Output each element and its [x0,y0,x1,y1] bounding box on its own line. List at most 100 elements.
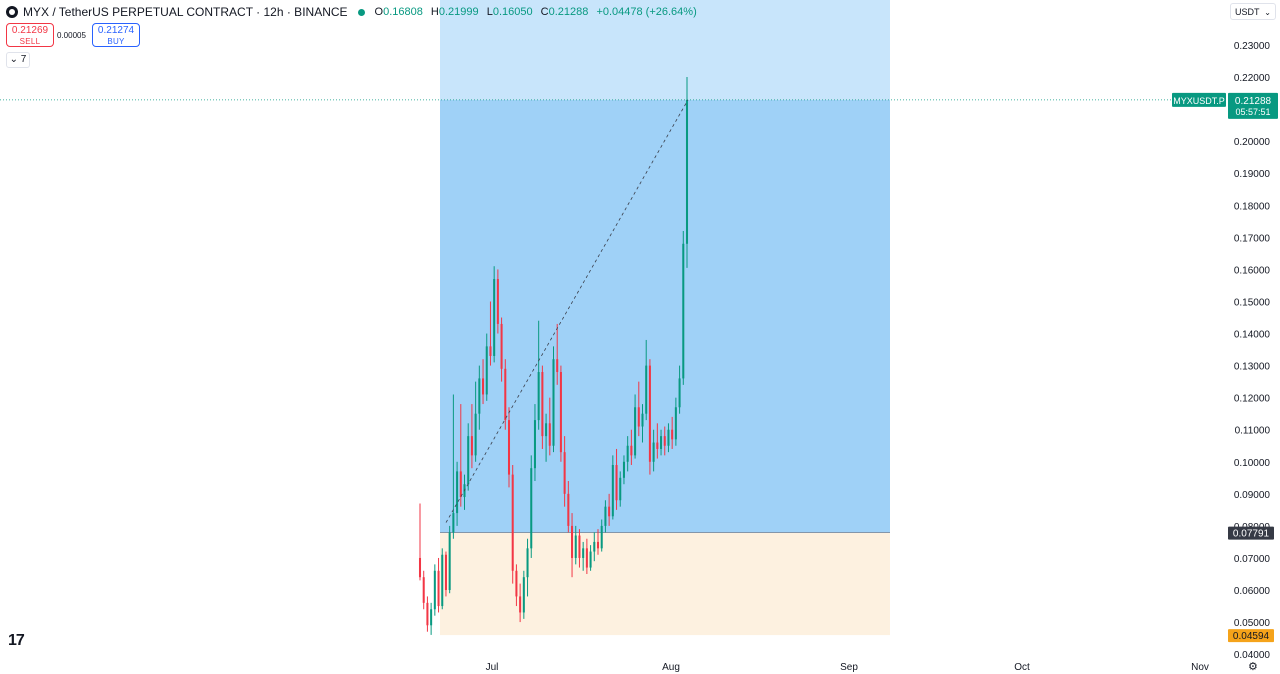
sell-button[interactable]: 0.21269 SELL [6,23,54,47]
candle [660,429,663,456]
chevron-down-icon: ⌄ [9,54,19,65]
open-value: 0.16808 [383,6,423,18]
candle [648,359,651,475]
y-tick-label: 0.15000 [1234,297,1271,308]
close-label: C [540,6,549,18]
candle-body [541,372,544,437]
candle [422,570,425,610]
open-label: O [374,6,384,18]
candle [526,538,529,597]
candle [622,455,625,485]
candle [667,423,670,453]
candle [482,359,485,405]
candle-body [596,541,600,549]
y-tick-label: 0.12000 [1234,394,1271,405]
candle [585,538,588,574]
candle-body [470,436,473,456]
candle [467,423,470,491]
candle [630,429,633,465]
y-tick-label: 0.20000 [1234,137,1271,148]
candle [596,529,600,555]
indicators-toggle[interactable]: ⌄ 7 [6,52,30,68]
candle-body [611,464,614,517]
candle [533,404,536,482]
candle-body [574,535,577,558]
candle-body [437,570,440,607]
candle [652,429,655,472]
gear-icon[interactable]: ⚙ [1248,661,1258,673]
candle [493,266,496,363]
candle-body [663,436,666,446]
candle-body [467,436,470,485]
y-axis: 0.230000.220000.210000.200000.190000.180… [1234,41,1271,661]
candle-body [634,407,637,456]
candle-body [645,365,648,414]
candle-body [641,413,644,427]
candle [433,564,436,616]
candle [474,381,477,462]
candle-body [493,279,496,356]
candle [552,346,555,453]
candle-body [452,513,455,533]
candle-body [556,359,559,373]
candle [504,359,507,430]
candle [537,320,540,430]
candle-body [600,525,603,549]
candle-body [567,493,570,526]
candle [615,448,618,510]
buy-button[interactable]: 0.21274 BUY [92,23,140,47]
buy-label: BUY [107,37,125,46]
y-tick-label: 0.07000 [1234,554,1271,565]
entry-price-label: 0.07791 [1233,529,1270,540]
candle [600,519,603,552]
low-label: L [486,6,493,18]
candle-body [448,532,451,591]
ohlc-values: O0.16808 H0.21999 L0.16050 C0.21288 +0.0… [375,6,697,18]
candle-body [522,577,525,613]
candle-body [630,445,633,456]
market-status-icon [357,8,365,16]
candle [430,602,433,635]
candle [608,493,611,526]
target-zone [440,99,890,533]
candle [571,513,574,578]
candle-body [637,407,640,427]
candle [593,532,596,562]
candle-body [608,506,611,517]
y-tick-label: 0.13000 [1234,362,1271,373]
candle [470,404,473,469]
candle [485,333,488,401]
y-tick-label: 0.05000 [1234,618,1271,629]
candle [437,557,440,613]
candle-body [456,471,459,514]
candle-body [589,551,592,568]
candle-body [559,372,562,453]
currency-select[interactable]: USDT ⌄ [1230,3,1276,20]
candle-body [667,429,670,446]
candle-body [485,346,488,395]
candle-body [552,359,555,446]
close-value: 0.21288 [548,6,589,18]
candle-body [530,468,533,549]
candle-body [441,554,444,607]
x-tick-label: Oct [1014,662,1030,673]
candle [645,339,648,421]
high-value: 0.21999 [438,6,479,18]
candle-body [615,464,618,501]
candle-body [426,602,429,626]
candle-body [563,452,566,494]
candle-body [685,99,689,244]
candle-body [430,609,433,626]
candle [563,436,566,507]
sell-price: 0.21269 [11,25,49,36]
candle-body [500,323,503,369]
candle [604,500,607,533]
candle [456,461,459,526]
y-tick-label: 0.11000 [1235,426,1271,437]
last-price-label: 0.21288 [1235,96,1272,107]
tradingview-logo-icon[interactable]: 17 [8,632,25,649]
symbol-title[interactable]: MYX / TetherUS PERPETUAL CONTRACT · 12h … [23,5,348,19]
x-tick-label: Nov [1191,662,1209,673]
candle [556,323,559,385]
